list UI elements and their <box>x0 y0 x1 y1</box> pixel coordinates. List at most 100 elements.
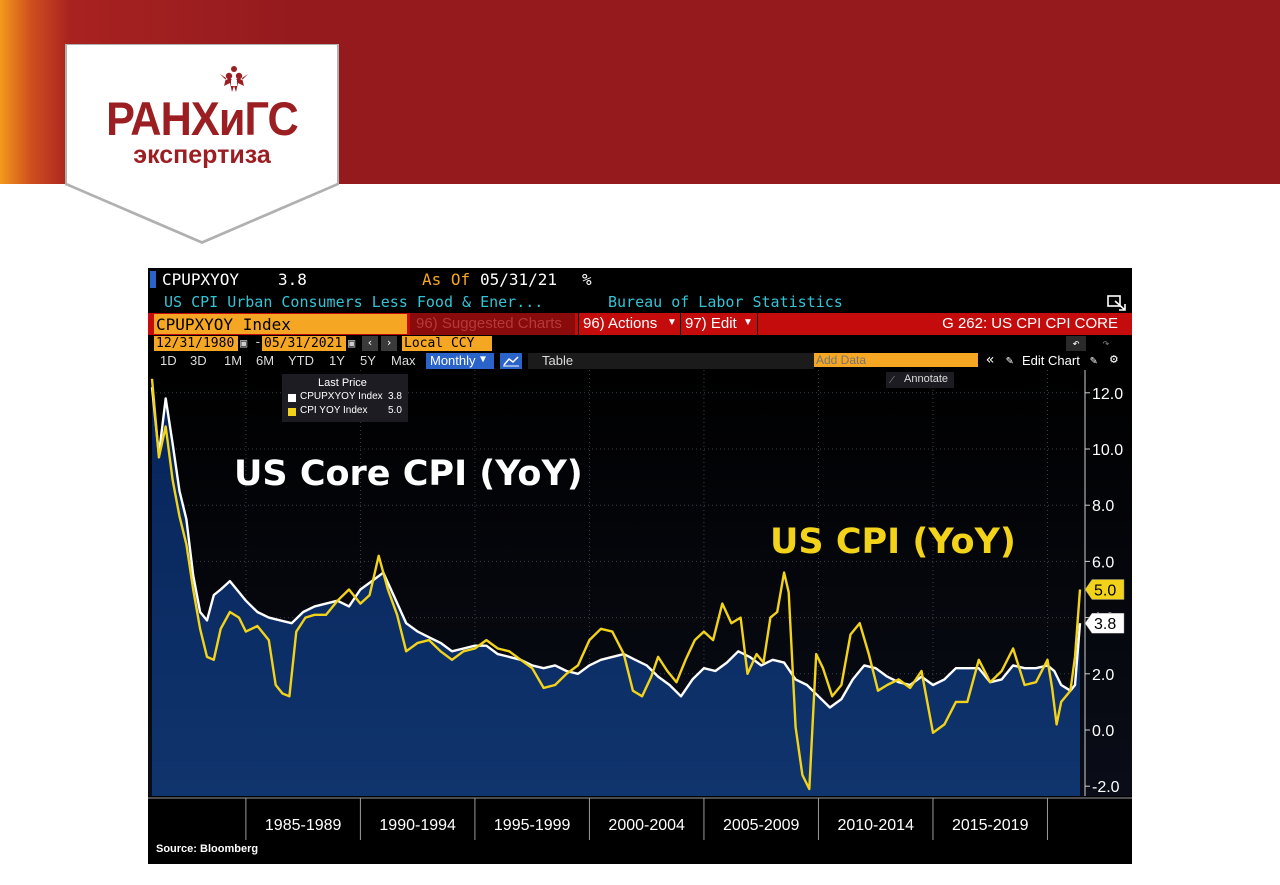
security-field-text: CPUPXYOY Index <box>156 315 291 334</box>
as-of-date: 05/31/21 <box>480 270 558 289</box>
x-period-label: 2000-2004 <box>608 817 685 834</box>
last-value: 3.8 <box>278 270 307 289</box>
core-cpi-last-value-tag-bg <box>1084 612 1125 634</box>
period-button-1m[interactable]: 1M <box>224 353 243 368</box>
x-period-label: 2005-2009 <box>723 817 800 834</box>
edit-note-icon[interactable]: ✎ <box>1090 353 1098 367</box>
period-button-ytd[interactable]: YTD <box>288 353 314 368</box>
start-date-field[interactable]: 12/31/1980 <box>154 336 238 351</box>
prev-period-button[interactable]: ‹ <box>362 336 378 351</box>
cpi-last-value-tag: 5.0 <box>1094 583 1116 600</box>
edit-chart-button[interactable]: Edit Chart <box>1022 353 1080 368</box>
frequency-text: Monthly <box>430 353 476 368</box>
logo-text: РАНХиГС экспертиза <box>66 95 338 168</box>
bloomberg-terminal: CPUPXYOY 3.8 As Of 05/31/21 % US CPI Urb… <box>148 268 1132 864</box>
annotate-pencil-icon: ⁄ <box>891 373 893 386</box>
table-label: Table <box>542 353 574 368</box>
end-date-field[interactable]: 05/31/2021 <box>262 336 346 351</box>
core-cpi-last-value-tag: 3.8 <box>1094 616 1116 633</box>
table-button[interactable]: Table <box>528 353 588 369</box>
description-row: US CPI Urban Consumers Less Food & Ener.… <box>148 290 1132 312</box>
suggested-charts-label: 96) Suggested Charts <box>416 315 562 332</box>
period-button-3d[interactable]: 3D <box>190 353 207 368</box>
annotate-button[interactable]: ⁄ Annotate <box>886 372 954 388</box>
annotate-label: Annotate <box>904 373 949 385</box>
collapse-icon[interactable]: « <box>986 352 995 368</box>
x-period-label: 2015-2019 <box>952 817 1029 834</box>
currency-text: Local CCY <box>404 336 475 351</box>
ticker-symbol: CPUPXYOY <box>162 270 240 289</box>
edit-menu-button[interactable]: 97) Edit ▼ <box>680 313 758 335</box>
chevron-right-icon: › <box>385 336 393 349</box>
settings-gear-icon[interactable]: ⚙ <box>1110 352 1118 367</box>
cpi-last-value-tag-bg <box>1084 579 1125 600</box>
legend-value-core: 3.8 <box>388 391 402 402</box>
cpi-line <box>150 378 1082 791</box>
x-period-label: 1995-1999 <box>494 817 571 834</box>
redo-button[interactable]: ↷ <box>1096 336 1116 351</box>
y-tick-label: 10.0 <box>1092 442 1123 459</box>
y-tick-label: 0.0 <box>1092 723 1114 740</box>
next-period-button[interactable]: › <box>381 336 397 351</box>
undo-button[interactable]: ↶ <box>1066 336 1086 351</box>
eagle-emblem-icon <box>220 66 248 92</box>
command-row: CPUPXYOY Index 96) Suggested Charts 96) … <box>148 313 1132 335</box>
annotation-cpi: US CPI (YoY) <box>770 522 1016 562</box>
ticker-row: CPUPXYOY 3.8 As Of 05/31/21 % <box>148 268 1132 290</box>
date-dash: - <box>254 335 262 350</box>
legend-label-cpi: CPI YOY Index <box>300 405 368 416</box>
legend-box: Last Price CPUPXYOY Index 3.8 CPI YOY In… <box>282 374 408 422</box>
end-calendar-icon[interactable]: ▣ <box>348 336 356 350</box>
y-tick-label: 2.0 <box>1092 667 1114 684</box>
edit-label: 97) Edit <box>685 315 737 332</box>
toolbar-row: 1D 3D 1M 6M YTD 1Y 5Y Max Monthly ▼ Table « ✎ E… <box>148 352 1132 370</box>
chart-area: 12.010.08.06.04.02.00.0-2.01985-19891990… <box>148 370 1132 864</box>
legend-swatch-core <box>288 394 296 402</box>
chart-id: G 262: US CPI CPI CORE <box>942 315 1118 332</box>
date-range-row: 12/31/1980 ▣ - 05/31/2021 ▣ ‹ › Local CC… <box>148 335 1132 352</box>
security-description: US CPI Urban Consumers Less Food & Ener.… <box>164 293 544 311</box>
y-tick-label: 8.0 <box>1092 498 1114 515</box>
logo-badge <box>65 44 339 244</box>
core-cpi-area <box>152 387 1080 796</box>
pencil-icon: ✎ <box>1006 353 1014 367</box>
frequency-chevron-icon: ▼ <box>480 354 487 365</box>
actions-label: 96) Actions <box>583 315 658 332</box>
toolbar-spacer <box>588 353 814 369</box>
y-tick-label: 6.0 <box>1092 554 1114 571</box>
as-of-label: As Of <box>422 270 471 289</box>
source-note: Source: Bloomberg <box>156 843 259 855</box>
source-agency: Bureau of Labor Statistics <box>608 293 843 311</box>
logo-subtitle: экспертиза <box>133 141 271 169</box>
legend-value-cpi: 5.0 <box>388 405 402 416</box>
undo-icon: ↶ <box>1072 336 1080 350</box>
popout-icon[interactable] <box>1106 294 1128 312</box>
legend-title: Last Price <box>318 377 367 389</box>
chevron-left-icon: ‹ <box>366 336 374 349</box>
period-button-5y[interactable]: 5Y <box>360 353 376 368</box>
add-data-input[interactable] <box>814 353 978 367</box>
period-button-max[interactable]: Max <box>391 353 416 368</box>
period-button-6m[interactable]: 6M <box>256 353 275 368</box>
suggested-charts-button[interactable]: 96) Suggested Charts <box>410 313 575 335</box>
logo-name: РАНХиГС <box>106 92 299 145</box>
start-date-text: 12/31/1980 <box>156 336 235 351</box>
unit-symbol: % <box>582 270 592 289</box>
currency-select[interactable]: Local CCY <box>402 336 492 351</box>
y-tick-label: -2.0 <box>1092 779 1120 796</box>
end-date-text: 05/31/2021 <box>264 336 343 351</box>
frequency-select[interactable]: Monthly ▼ <box>426 353 494 369</box>
line-chart-icon <box>503 356 519 367</box>
line-chart-type-button[interactable] <box>500 353 522 369</box>
period-button-1y[interactable]: 1Y <box>329 353 345 368</box>
period-button-1d[interactable]: 1D <box>160 353 177 368</box>
legend-swatch-cpi <box>288 408 296 416</box>
redo-icon: ↷ <box>1102 336 1110 350</box>
start-calendar-icon[interactable]: ▣ <box>240 336 248 350</box>
annotation-core-cpi: US Core CPI (YoY) <box>234 454 583 494</box>
x-period-label: 2010-2014 <box>837 817 914 834</box>
security-field[interactable]: CPUPXYOY Index <box>154 314 407 334</box>
y-tick-label: 12.0 <box>1092 386 1123 403</box>
actions-menu-button[interactable]: 96) Actions ▼ <box>578 313 679 335</box>
legend-label-core: CPUPXYOY Index <box>300 391 383 402</box>
